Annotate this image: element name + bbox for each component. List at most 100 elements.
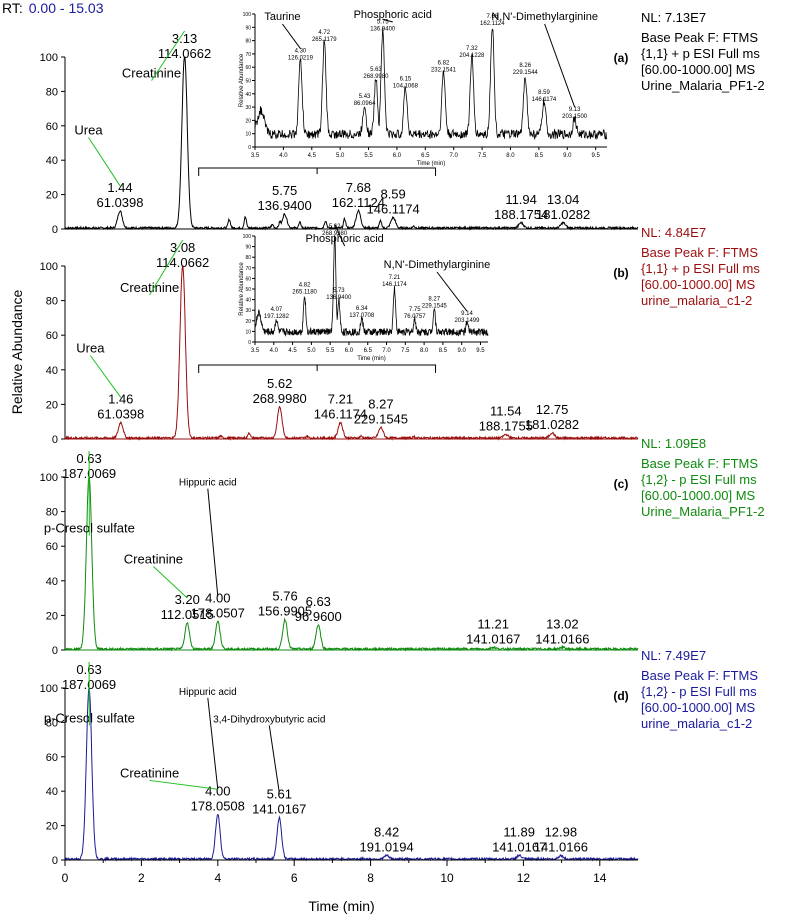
peak-mz-label: 181.0282 bbox=[536, 207, 590, 222]
annotation-pointer bbox=[268, 725, 280, 793]
y-tick-label: 60 bbox=[46, 752, 58, 764]
y-tick-label: 60 bbox=[46, 541, 58, 553]
annotation-pointer bbox=[149, 779, 218, 790]
inset-annotation-pointer bbox=[436, 271, 468, 312]
inset-peak-rt-label: 7.32 bbox=[466, 46, 478, 52]
inset-peak-rt-label: 5.43 bbox=[359, 94, 371, 100]
peak-mz-label: 61.0398 bbox=[97, 406, 144, 421]
inset-annotation-pointer bbox=[282, 23, 301, 49]
inset-peak-mz-label: 229.1544 bbox=[513, 70, 539, 76]
y-tick-label: 40 bbox=[46, 365, 58, 377]
peak-rt-label: 6.63 bbox=[306, 594, 331, 609]
inset-x-tick-label: 4.5 bbox=[288, 348, 297, 354]
peak-mz-label: 112.0515 bbox=[161, 607, 214, 622]
inset-peak-rt-label: 6.82 bbox=[438, 61, 450, 67]
scan-info-line: Base Peak F: FTMS bbox=[641, 245, 758, 260]
peak-rt-label: 3.20 bbox=[175, 592, 200, 607]
inset-annotation-pointer bbox=[382, 18, 393, 23]
peak-rt-label: 4.00 bbox=[205, 783, 230, 798]
inset-x-tick-label: 5.0 bbox=[307, 348, 316, 354]
y-tick-label: 20 bbox=[46, 399, 58, 411]
scan-info-line: Base Peak F: FTMS bbox=[641, 668, 758, 683]
inset-x-tick-label: 6.5 bbox=[364, 348, 373, 354]
inset-peak-mz-label: 76.0757 bbox=[404, 314, 426, 320]
inset-y-tick-label: 0 bbox=[248, 145, 251, 151]
inset-y-tick-label: 90 bbox=[245, 245, 251, 251]
inset-peak-mz-label: 232.1541 bbox=[431, 68, 457, 74]
x-axis: 0 2 4 6 8 10 12 14 Time (min) Relative Abundance bbox=[9, 290, 638, 914]
scan-info-line: [60.00-1000.00] MS bbox=[641, 488, 756, 503]
y-tick-label: 100 bbox=[40, 683, 58, 695]
peak-rt-label: 11.21 bbox=[477, 616, 509, 631]
inset-x-tick-label: 4.5 bbox=[308, 153, 317, 159]
inset-peak-rt-label: 9.14 bbox=[461, 311, 473, 317]
inset-y-tick-label: 0 bbox=[248, 340, 251, 346]
peak-rt-label: 8.59 bbox=[380, 187, 405, 202]
inset-y-axis-title: Relative Abundance bbox=[239, 262, 245, 316]
peak-mz-label: 268.9980 bbox=[253, 391, 307, 406]
peak-mz-label: 146.1174 bbox=[367, 202, 420, 217]
y-tick-label: 80 bbox=[46, 86, 58, 98]
y-axis-title: Relative Abundance bbox=[9, 290, 25, 415]
scan-info-line: {1,2} - p ESI Full ms bbox=[641, 472, 757, 487]
inset-peak-mz-label: 126.0219 bbox=[288, 56, 314, 62]
inset-peak-rt-label: 4.07 bbox=[271, 307, 283, 313]
peak-mz-label: 178.0507 bbox=[191, 605, 245, 620]
inset-compound-name: Phosphoric acid bbox=[354, 9, 432, 21]
y-tick-label: 60 bbox=[46, 330, 58, 342]
inset-peak-rt-label: 4.30 bbox=[295, 49, 307, 55]
inset-x-axis-title: Time (min) bbox=[417, 161, 445, 167]
scan-info-line: Urine_Malaria_PF1-2 bbox=[641, 504, 765, 519]
inset-peak-rt-label: 7.75 bbox=[409, 307, 421, 313]
inset-a: 3.5 4.0 4.5 5.0 5.5 6.0 6.5 7.0 7.5 8.0 8.5 9.0 9.5 0… bbox=[198, 9, 608, 176]
x-tick-label: 10 bbox=[440, 871, 454, 885]
scan-info-line: Base Peak F: FTMS bbox=[641, 30, 758, 45]
y-tick-label: 0 bbox=[52, 645, 58, 657]
inset-peak-mz-label: 265.1180 bbox=[292, 290, 317, 296]
inset-y-tick-label: 80 bbox=[245, 255, 251, 261]
peak-mz-label: 114.0662 bbox=[158, 46, 211, 61]
inset-peak-rt-label: 8.59 bbox=[538, 90, 550, 96]
y-tick-label: 100 bbox=[40, 52, 58, 64]
compound-name-label: Hippuric acid bbox=[179, 687, 237, 698]
inset-x-tick-label: 4.0 bbox=[270, 348, 279, 354]
panel-a: 0204060801001.4461.03983.13114.06625.751… bbox=[40, 10, 765, 236]
inset-x-tick-label: 7.5 bbox=[478, 153, 487, 159]
peak-rt-label: 1.46 bbox=[108, 391, 133, 406]
peak-rt-label: 4.00 bbox=[205, 590, 230, 605]
scan-info-line: [60.00-1000.00] MS bbox=[641, 277, 756, 292]
peak-mz-label: 96.9600 bbox=[295, 609, 342, 624]
inset-peak-rt-label: 5.73 bbox=[333, 288, 345, 294]
compound-name-label: Creatinine bbox=[124, 552, 183, 567]
x-tick-label: 2 bbox=[138, 871, 145, 885]
inset-y-tick-label: 100 bbox=[243, 12, 252, 18]
peak-mz-label: 136.9400 bbox=[258, 198, 312, 213]
x-tick-label: 6 bbox=[291, 871, 298, 885]
panel-d: 0204060801000.63187.00694.00178.05085.61… bbox=[40, 648, 759, 867]
panel-c: 0204060801000.63187.00693.20112.05154.00… bbox=[40, 436, 765, 657]
peak-mz-label: 141.0167 bbox=[492, 840, 546, 855]
peak-rt-label: 5.61 bbox=[267, 787, 292, 802]
compound-name-label: Urea bbox=[76, 341, 105, 356]
